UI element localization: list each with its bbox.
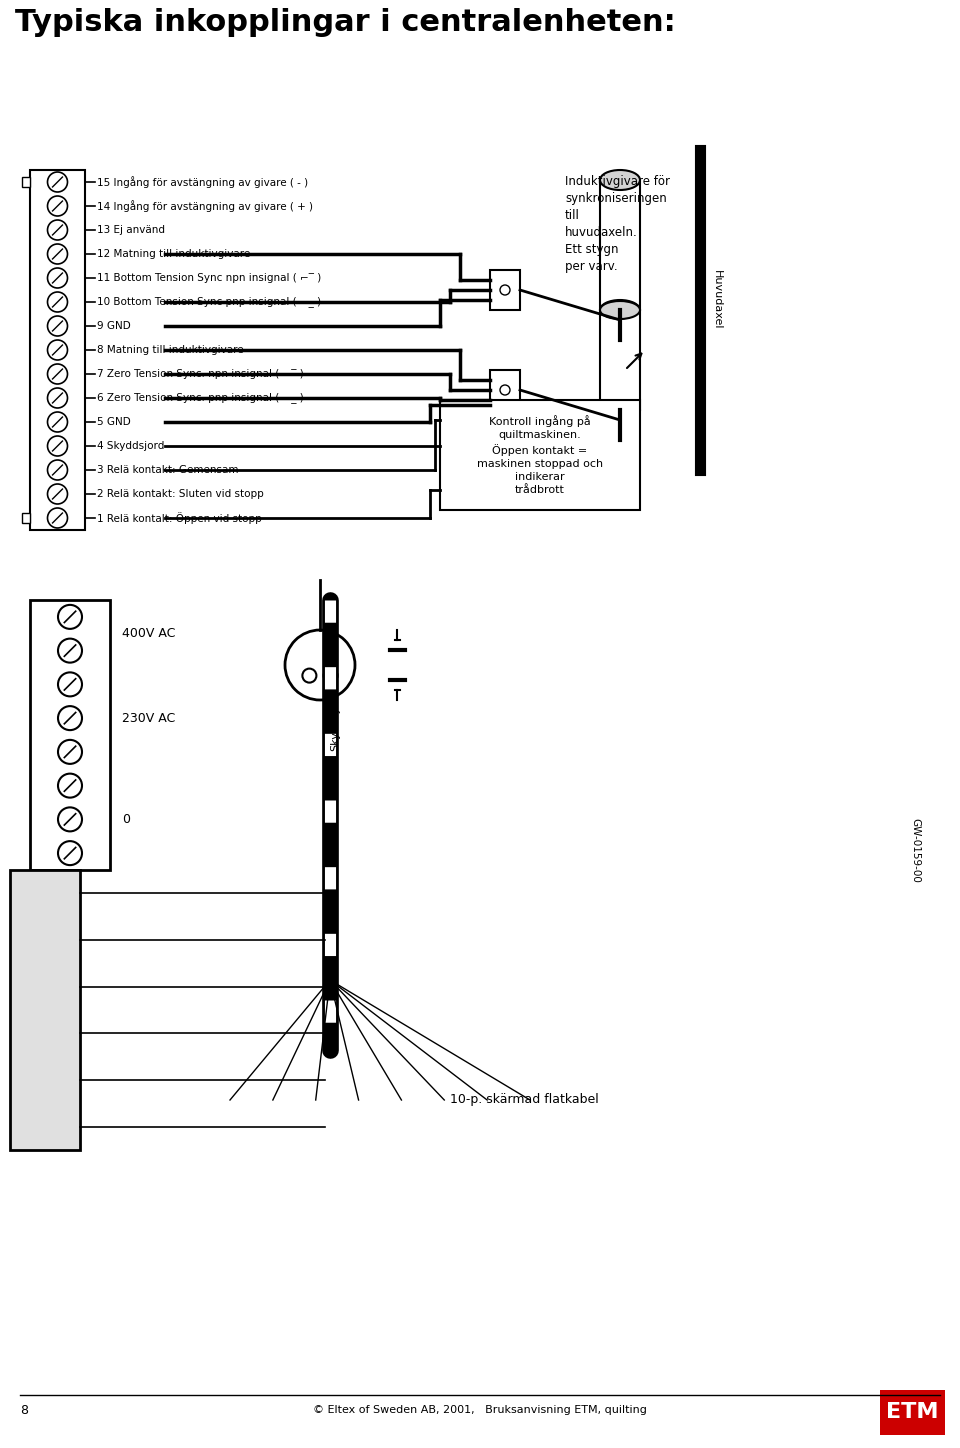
Text: 13 Ej använd: 13 Ej använd	[97, 224, 165, 235]
Circle shape	[47, 220, 67, 240]
Circle shape	[47, 413, 67, 432]
Text: GW-0159-00: GW-0159-00	[910, 818, 920, 882]
Circle shape	[58, 773, 82, 798]
Circle shape	[47, 388, 67, 408]
Bar	[22, 513, 30, 523]
Text: Skyddsjord: Skyddsjord	[330, 689, 340, 750]
Ellipse shape	[600, 401, 640, 418]
Text: ETM: ETM	[886, 1403, 939, 1422]
Text: 7 Zero Tension Sync. npn insignal ( ⌐‾ ): 7 Zero Tension Sync. npn insignal ( ⌐‾ )	[97, 369, 303, 379]
Circle shape	[47, 363, 67, 384]
Text: 6 Zero Tension Sync. pnp insignal ( ⌐_ ): 6 Zero Tension Sync. pnp insignal ( ⌐_ )	[97, 392, 303, 404]
Bar	[600, 310, 640, 410]
Bar	[440, 400, 640, 510]
Text: 5 GND: 5 GND	[97, 417, 131, 427]
Circle shape	[58, 672, 82, 696]
Circle shape	[500, 385, 510, 395]
Bar	[30, 599, 110, 870]
Text: 0: 0	[122, 812, 130, 825]
Text: 8: 8	[20, 1403, 28, 1416]
Text: 14 Ingång för avstängning av givare ( + ): 14 Ingång för avstängning av givare ( + …	[97, 200, 313, 211]
Ellipse shape	[600, 300, 640, 320]
Text: Huvudaxel: Huvudaxel	[712, 271, 722, 330]
Bar	[490, 269, 520, 310]
Circle shape	[285, 630, 355, 699]
Circle shape	[47, 316, 67, 336]
Circle shape	[47, 292, 67, 311]
Circle shape	[302, 669, 317, 682]
Circle shape	[58, 808, 82, 831]
Circle shape	[47, 484, 67, 504]
Ellipse shape	[600, 301, 640, 319]
Text: 9 GND: 9 GND	[97, 321, 131, 332]
Bar	[30, 169, 85, 530]
Text: 400V AC: 400V AC	[122, 627, 176, 640]
Text: 10-p. skärmad flatkabel: 10-p. skärmad flatkabel	[450, 1093, 599, 1106]
Text: 10 Bottom Tension Sync pnp insignal ( ⌐_ ): 10 Bottom Tension Sync pnp insignal ( ⌐_…	[97, 297, 322, 307]
Circle shape	[58, 841, 82, 864]
Text: 8 Matning till induktivgivare: 8 Matning till induktivgivare	[97, 345, 244, 355]
Text: Typiska inkopplingar i centralenheten:: Typiska inkopplingar i centralenheten:	[15, 9, 676, 38]
Circle shape	[47, 195, 67, 216]
Bar	[600, 180, 640, 310]
Text: 230V AC: 230V AC	[122, 711, 176, 724]
Circle shape	[47, 508, 67, 529]
Bar	[22, 177, 30, 187]
Circle shape	[58, 707, 82, 730]
Circle shape	[47, 172, 67, 193]
Text: 1 Relä kontalt: Öppen vid stopp: 1 Relä kontalt: Öppen vid stopp	[97, 513, 262, 524]
Text: © Eltex of Sweden AB, 2001,   Bruksanvisning ETM, quilting: © Eltex of Sweden AB, 2001, Bruksanvisni…	[313, 1405, 647, 1415]
Text: 11 Bottom Tension Sync npn insignal ( ⌐‾ ): 11 Bottom Tension Sync npn insignal ( ⌐‾…	[97, 274, 322, 282]
Circle shape	[58, 740, 82, 765]
Circle shape	[58, 605, 82, 628]
Text: Kontroll ingång på
quiltmaskinen.
Öppen kontakt =
maskinen stoppad och
indikerar: Kontroll ingång på quiltmaskinen. Öppen …	[477, 414, 603, 495]
Bar	[10, 870, 80, 1150]
Ellipse shape	[600, 169, 640, 190]
Circle shape	[47, 340, 67, 361]
Bar	[490, 371, 520, 410]
Text: 12 Matning till induktivgivare: 12 Matning till induktivgivare	[97, 249, 251, 259]
Text: 2 Relä kontakt: Sluten vid stopp: 2 Relä kontakt: Sluten vid stopp	[97, 489, 264, 500]
Circle shape	[58, 639, 82, 663]
Text: Induktivgivare för
synkroniseringen
till
huvudaxeln.
Ett stygn
per varv.: Induktivgivare för synkroniseringen till…	[565, 175, 670, 274]
Circle shape	[47, 268, 67, 288]
Text: 15 Ingång för avstängning av givare ( - ): 15 Ingång för avstängning av givare ( - …	[97, 177, 308, 188]
Circle shape	[47, 245, 67, 264]
Text: 3 Relä kontakt: Gemensam: 3 Relä kontakt: Gemensam	[97, 465, 238, 475]
Circle shape	[47, 460, 67, 479]
Bar	[880, 1390, 945, 1435]
Circle shape	[47, 436, 67, 456]
Circle shape	[500, 285, 510, 295]
Text: 4 Skyddsjord: 4 Skyddsjord	[97, 442, 164, 450]
Circle shape	[324, 669, 338, 682]
